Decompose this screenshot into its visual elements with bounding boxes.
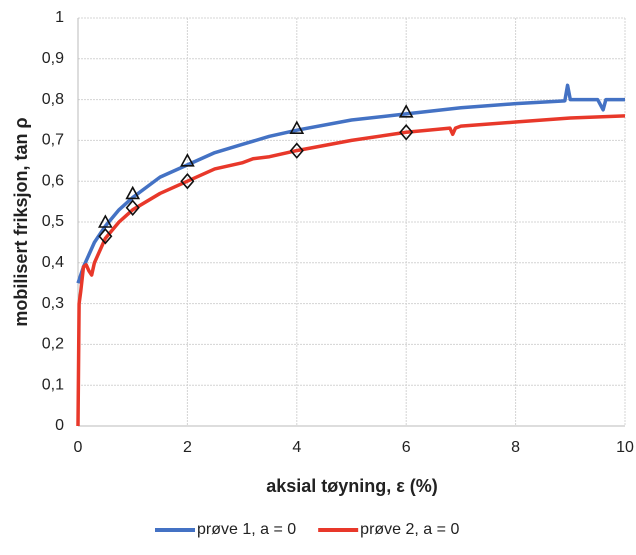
x-axis-title: aksial tøyning, ε (%) bbox=[266, 476, 438, 496]
y-tick-label: 0,1 bbox=[42, 376, 64, 393]
series-line bbox=[76, 83, 625, 284]
y-tick-label: 0,8 bbox=[42, 91, 64, 108]
y-tick-label: 0,6 bbox=[42, 172, 64, 189]
x-tick-label: 4 bbox=[292, 439, 301, 456]
y-tick-label: 0 bbox=[55, 417, 64, 434]
x-tick-label: 10 bbox=[616, 439, 634, 456]
y-tick-label: 0,3 bbox=[42, 295, 64, 312]
marker bbox=[180, 172, 195, 190]
x-tick-label: 2 bbox=[183, 439, 192, 456]
y-tick-label: 0,2 bbox=[42, 336, 64, 353]
legend-label: prøve 1, a = 0 bbox=[197, 521, 296, 538]
x-tick-label: 6 bbox=[402, 439, 411, 456]
marker bbox=[289, 142, 304, 159]
y-tick-label: 1 bbox=[55, 9, 64, 26]
y-tick-label: 0,5 bbox=[42, 213, 64, 230]
marker bbox=[98, 214, 113, 228]
x-tick-label: 0 bbox=[74, 439, 83, 456]
marker bbox=[289, 120, 305, 134]
y-tick-label: 0,9 bbox=[42, 50, 64, 67]
y-tick-label: 0,4 bbox=[42, 254, 64, 271]
marker bbox=[125, 199, 140, 216]
marker bbox=[125, 185, 141, 200]
marker bbox=[180, 153, 195, 167]
marker bbox=[98, 228, 113, 245]
series-line bbox=[76, 114, 626, 427]
y-tick-label: 0,7 bbox=[42, 132, 64, 149]
y-axis-title: mobilisert friksjon, tan ρ bbox=[11, 117, 31, 326]
marker bbox=[399, 124, 414, 141]
x-tick-label: 8 bbox=[511, 439, 520, 456]
legend-label: prøve 2, a = 0 bbox=[360, 521, 459, 538]
marker bbox=[398, 104, 414, 118]
